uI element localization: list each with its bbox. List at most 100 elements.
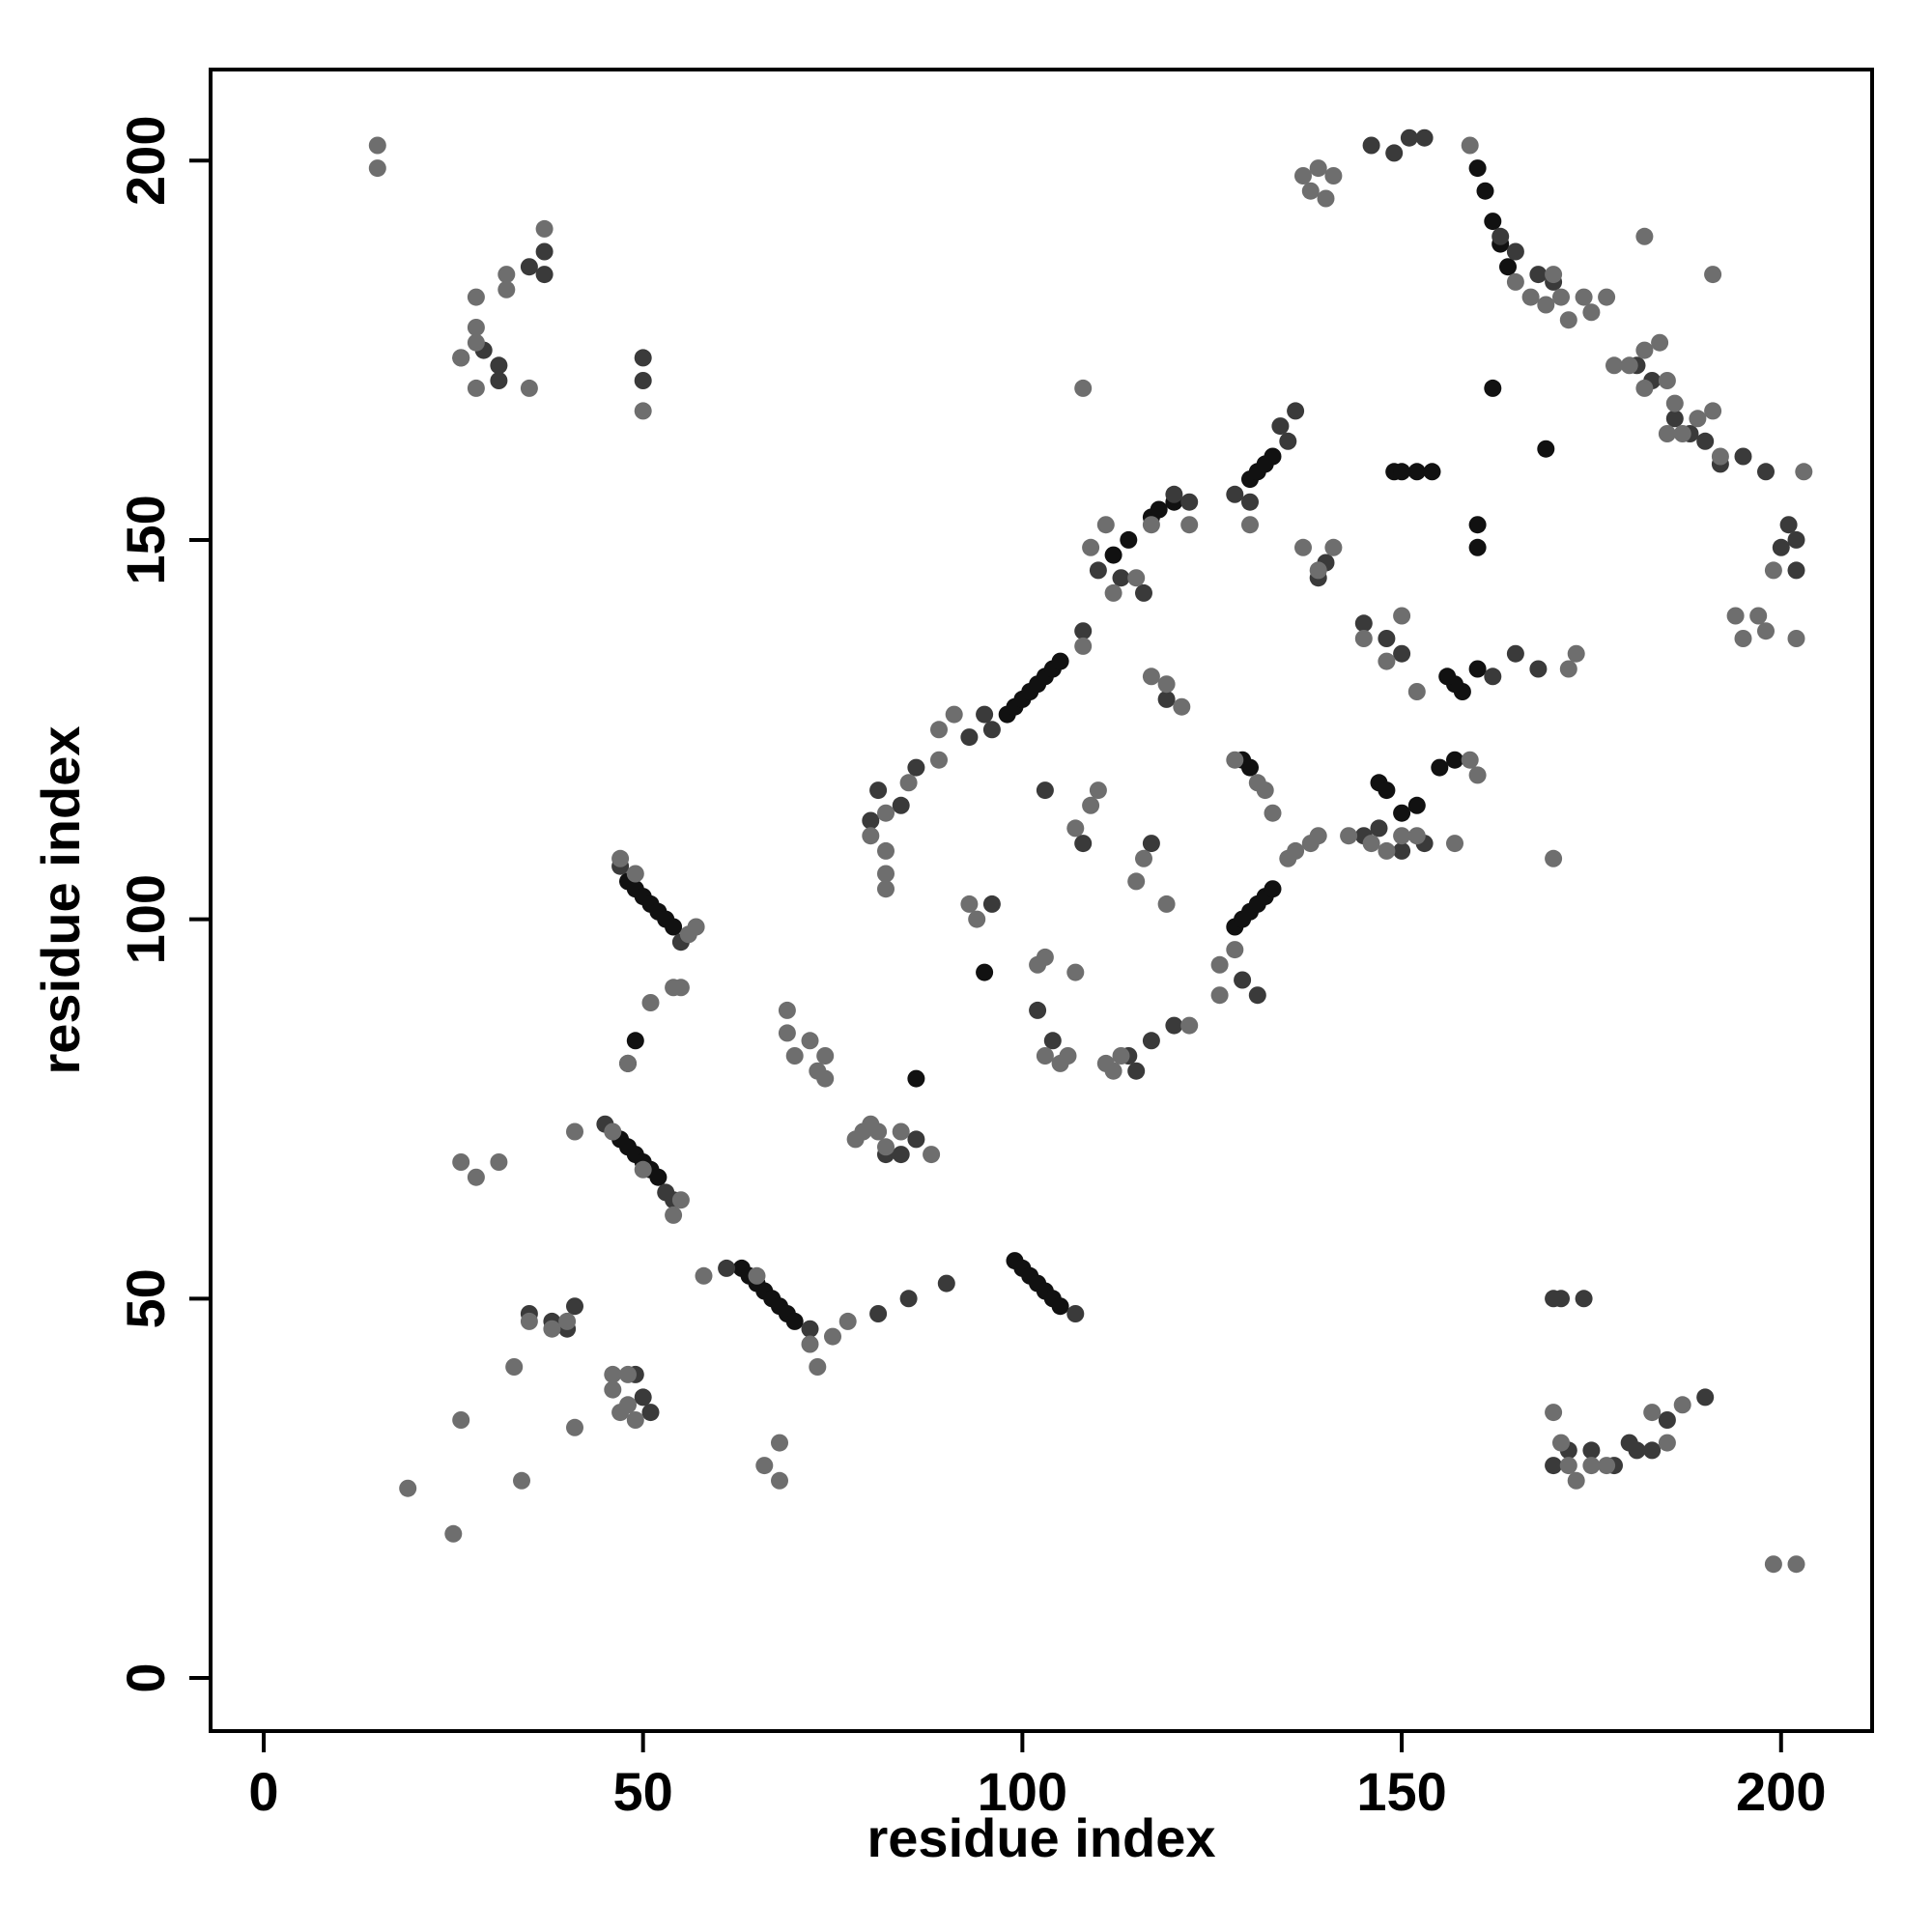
data-point-light-43 — [771, 1434, 788, 1452]
data-point-mid-8 — [869, 1305, 888, 1322]
data-point-light-175 — [748, 1266, 766, 1285]
data-point-light-109 — [1301, 182, 1320, 200]
data-point-dark-55 — [1468, 660, 1487, 678]
data-point-light-112 — [1324, 167, 1343, 185]
data-point-light-160 — [1552, 1434, 1570, 1452]
data-point-light-70 — [930, 721, 948, 739]
data-point-light-119 — [1393, 827, 1411, 845]
data-point-dark-68 — [1537, 440, 1555, 458]
data-point-mid-20 — [1112, 569, 1130, 587]
data-point-light-87 — [1104, 1062, 1122, 1080]
data-point-light-144 — [1665, 394, 1684, 412]
data-point-light-99 — [1226, 751, 1244, 769]
data-point-mid-70 — [1696, 1388, 1715, 1406]
data-point-mid-18 — [1074, 622, 1093, 640]
data-point-light-33 — [619, 1396, 637, 1414]
data-point-dark-27 — [1051, 1297, 1069, 1316]
data-point-light-168 — [1764, 1555, 1782, 1574]
data-point-light-9 — [520, 379, 538, 397]
data-point-dark-5 — [649, 1168, 668, 1186]
data-point-mid-27 — [1287, 402, 1305, 420]
data-point-light-158 — [1795, 463, 1813, 481]
data-point-light-83 — [1104, 583, 1122, 602]
data-point-light-162 — [1567, 1471, 1585, 1490]
data-point-mid-40 — [1529, 660, 1548, 678]
data-point-light-94 — [1180, 516, 1199, 534]
data-point-light-121 — [1354, 630, 1373, 647]
data-point-light-102 — [1241, 516, 1259, 534]
data-point-mid-7 — [1066, 1305, 1085, 1322]
data-point-mid-57 — [1772, 538, 1790, 556]
data-point-mid-38 — [1484, 668, 1502, 686]
data-point-light-91 — [1142, 668, 1160, 686]
data-point-light-133 — [1552, 288, 1570, 306]
data-point-mid-98 — [535, 242, 554, 261]
data-point-light-8 — [497, 266, 516, 284]
data-point-light-103 — [1256, 781, 1274, 800]
data-point-light-135 — [1582, 303, 1601, 322]
data-point-light-89 — [1127, 872, 1146, 891]
data-point-light-50 — [778, 1001, 796, 1019]
data-point-light-146 — [1635, 227, 1654, 245]
data-point-mid-84 — [1074, 835, 1093, 853]
data-point-dark-73 — [1499, 258, 1517, 276]
y-tick-label-200: 200 — [115, 116, 176, 206]
data-point-light-68 — [899, 774, 918, 792]
data-point-mid-21 — [1135, 583, 1152, 602]
data-point-light-88 — [1112, 1047, 1130, 1065]
data-point-light-36 — [671, 979, 690, 997]
data-point-light-19 — [671, 1191, 690, 1209]
data-point-light-161 — [1559, 1457, 1577, 1475]
data-point-light-147 — [1704, 266, 1722, 284]
data-point-light-54 — [816, 1047, 835, 1065]
data-point-mid-45 — [1492, 227, 1510, 245]
data-point-light-165 — [1643, 1404, 1662, 1422]
data-point-light-0 — [368, 136, 386, 155]
data-point-light-81 — [1082, 538, 1100, 556]
data-point-mid-5 — [718, 1259, 736, 1277]
data-point-light-90 — [1135, 849, 1152, 867]
data-point-light-139 — [1620, 356, 1638, 375]
data-point-dark-66 — [1423, 463, 1441, 481]
data-point-light-78 — [1082, 796, 1100, 814]
data-point-light-114 — [1309, 561, 1327, 580]
data-point-light-148 — [1673, 425, 1691, 442]
data-point-light-77 — [1066, 819, 1085, 838]
data-point-mid-82 — [982, 895, 1001, 913]
data-point-light-42 — [611, 849, 630, 867]
data-point-mid-88 — [1248, 986, 1266, 1005]
data-point-mid-101 — [634, 349, 652, 367]
data-point-light-62 — [923, 1146, 941, 1164]
data-point-light-26 — [520, 1312, 538, 1330]
data-point-light-132 — [1545, 266, 1563, 284]
data-point-light-123 — [1393, 607, 1411, 625]
data-point-mid-60 — [1779, 516, 1798, 534]
data-point-light-107 — [1309, 827, 1327, 845]
data-point-light-59 — [869, 1122, 888, 1141]
data-point-light-72 — [960, 895, 979, 913]
data-point-mid-25 — [1241, 493, 1259, 511]
data-point-light-120 — [1407, 827, 1426, 845]
data-point-light-13 — [467, 1168, 485, 1186]
data-point-mid-58 — [1787, 530, 1805, 549]
data-point-light-171 — [1559, 660, 1577, 678]
x-tick-label-100: 100 — [978, 1761, 1067, 1822]
data-point-mid-41 — [1362, 136, 1380, 155]
data-point-dark-77 — [626, 1032, 644, 1050]
data-point-light-92 — [1157, 675, 1176, 694]
data-point-mid-59 — [1787, 561, 1805, 580]
data-point-light-22 — [513, 1471, 530, 1490]
data-point-mid-15 — [960, 728, 979, 747]
data-point-mid-68 — [1643, 1441, 1662, 1460]
y-tick-label-50: 50 — [115, 1268, 176, 1328]
data-point-dark-61 — [1393, 804, 1411, 822]
data-point-light-15 — [566, 1122, 583, 1141]
data-point-light-30 — [604, 1380, 622, 1399]
data-point-light-136 — [1598, 288, 1616, 306]
data-point-light-130 — [1521, 288, 1540, 306]
data-point-light-7 — [497, 280, 516, 298]
data-point-mid-51 — [1665, 410, 1684, 428]
x-axis-title: residue index — [867, 1807, 1215, 1868]
data-point-light-65 — [877, 865, 895, 883]
data-point-light-82 — [1096, 516, 1115, 534]
